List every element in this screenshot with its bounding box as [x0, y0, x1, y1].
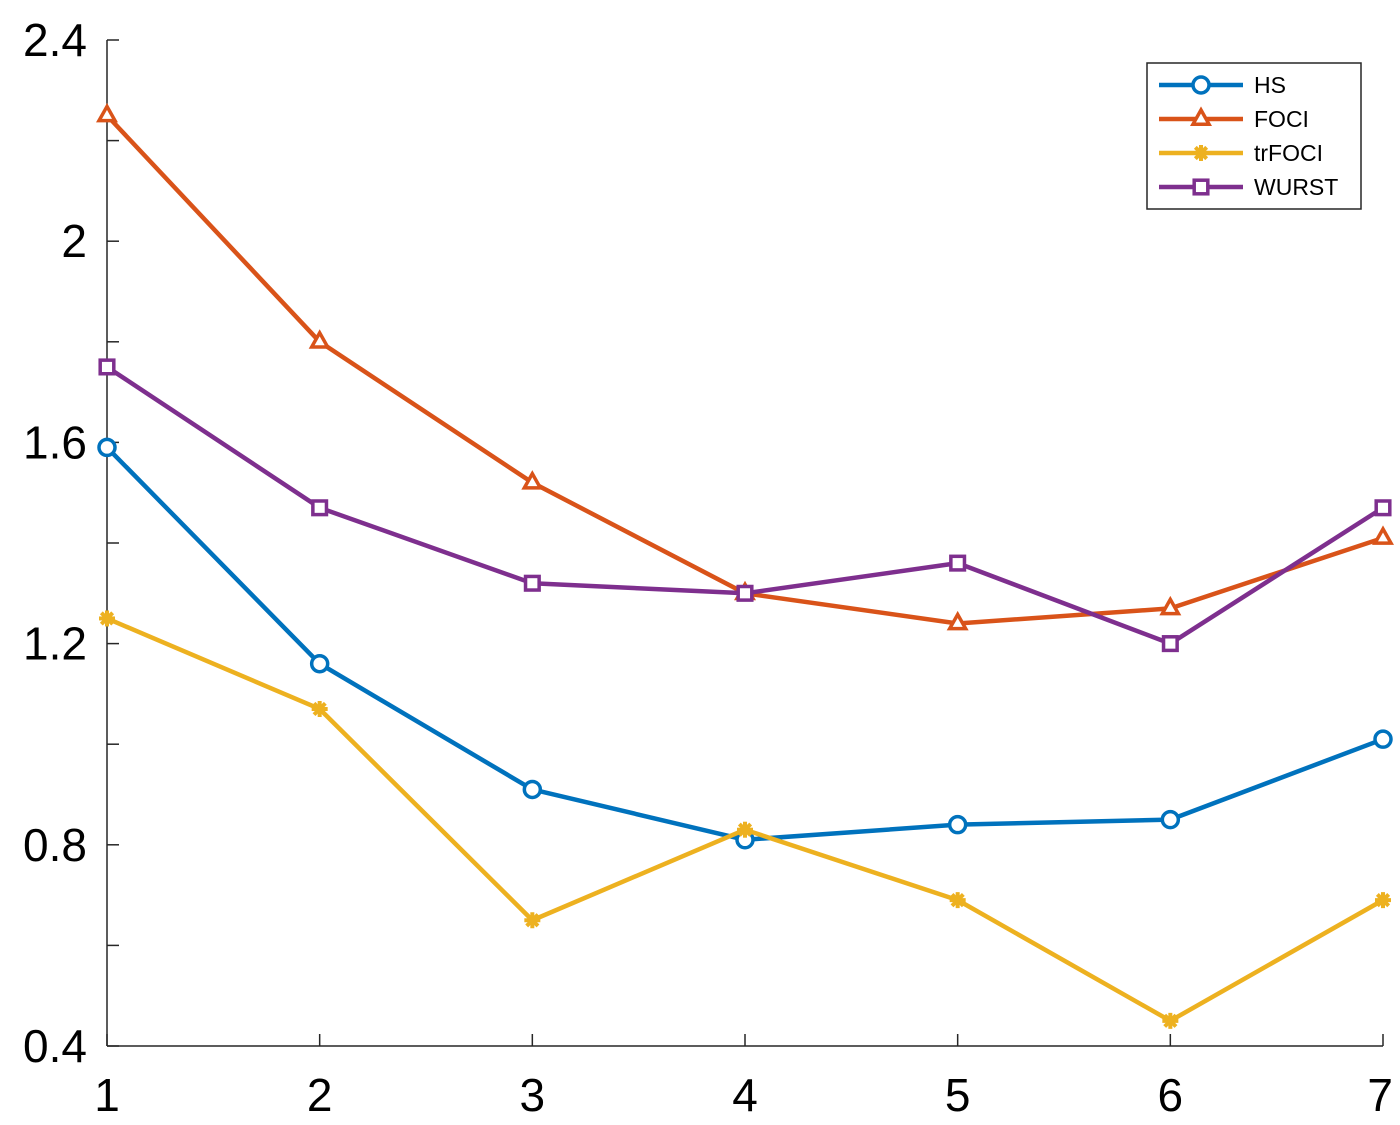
data-point-triangle — [1190, 106, 1212, 126]
data-point-square — [1192, 178, 1210, 196]
data-point-square — [1161, 635, 1179, 653]
data-point-circle — [1373, 729, 1393, 749]
x-tick-label: 1 — [94, 1069, 120, 1121]
asterisk-stroke — [737, 822, 753, 837]
data-point-asterisk — [524, 912, 541, 929]
legend-entry-trfoci: trFOCI — [1159, 140, 1323, 166]
asterisk-stroke — [1193, 145, 1209, 161]
y-tick-label: 2 — [61, 215, 87, 267]
y-tick-label: 1.6 — [23, 416, 87, 468]
data-point-circle — [97, 437, 117, 458]
asterisk-stroke — [1163, 1013, 1178, 1028]
x-tick-label: 4 — [732, 1069, 758, 1121]
x-tick-label: 3 — [520, 1069, 546, 1121]
asterisk-stroke — [99, 611, 115, 626]
data-point-circle — [309, 653, 330, 674]
legend-label: HS — [1254, 72, 1286, 98]
x-tick-label: 6 — [1158, 1069, 1184, 1121]
axes: 0.4 0.8 1.2 1.6 2 2.4 1 2 3 4 5 6 7 — [23, 14, 1393, 1121]
data-point-square — [98, 358, 116, 376]
data-point-triangle — [946, 610, 969, 631]
data-point-circle — [1191, 75, 1211, 95]
data-point-square — [523, 574, 541, 592]
legend-label: WURST — [1254, 174, 1338, 200]
data-point-square — [736, 584, 754, 602]
series-wurst — [98, 358, 1392, 653]
data-point-circle — [1160, 809, 1181, 830]
asterisk-stroke — [525, 913, 540, 928]
asterisk-stroke — [312, 701, 327, 717]
data-point-asterisk — [737, 821, 753, 838]
series-hs — [97, 437, 1393, 850]
data-point-triangle — [1159, 595, 1182, 616]
series-layer — [96, 102, 1394, 1029]
data-point-asterisk — [1162, 1012, 1179, 1029]
data-point-asterisk — [949, 892, 966, 909]
x-tick-label: 7 — [1367, 1069, 1393, 1121]
data-point-circle — [947, 814, 968, 835]
data-point-asterisk — [1375, 892, 1391, 909]
y-tick-label: 0.8 — [23, 819, 87, 871]
data-point-asterisk — [311, 700, 328, 717]
data-point-triangle — [96, 102, 118, 123]
asterisk-stroke — [1375, 893, 1391, 908]
series-trfoci — [99, 610, 1391, 1029]
legend-entry-hs: HS — [1159, 72, 1286, 98]
data-point-asterisk — [1193, 145, 1209, 161]
legend-box — [1146, 62, 1362, 210]
asterisk-stroke — [950, 893, 965, 908]
legend-entry-wurst: WURST — [1159, 174, 1338, 200]
series-line-hs — [104, 445, 1386, 843]
y-tick-label: 2.4 — [23, 14, 87, 66]
series-line-trfoci — [104, 616, 1386, 1024]
x-tick-label: 5 — [945, 1069, 971, 1121]
data-point-asterisk — [99, 610, 115, 627]
data-point-square — [311, 499, 329, 517]
legend-entry-foci: FOCI — [1159, 106, 1309, 132]
data-point-square — [949, 554, 967, 572]
data-point-square — [1374, 499, 1392, 517]
x-tick-label: 2 — [307, 1069, 333, 1121]
legend-label: trFOCI — [1254, 140, 1323, 166]
y-tick-label: 1.2 — [23, 618, 87, 670]
data-point-triangle — [521, 470, 544, 490]
y-tick-label: 0.4 — [23, 1020, 87, 1072]
data-point-triangle — [1372, 525, 1394, 545]
data-point-circle — [522, 779, 543, 800]
legend: HS FOCI trFOCI WURST — [1146, 62, 1362, 210]
data-point-triangle — [308, 329, 331, 349]
legend-label: FOCI — [1254, 106, 1309, 132]
